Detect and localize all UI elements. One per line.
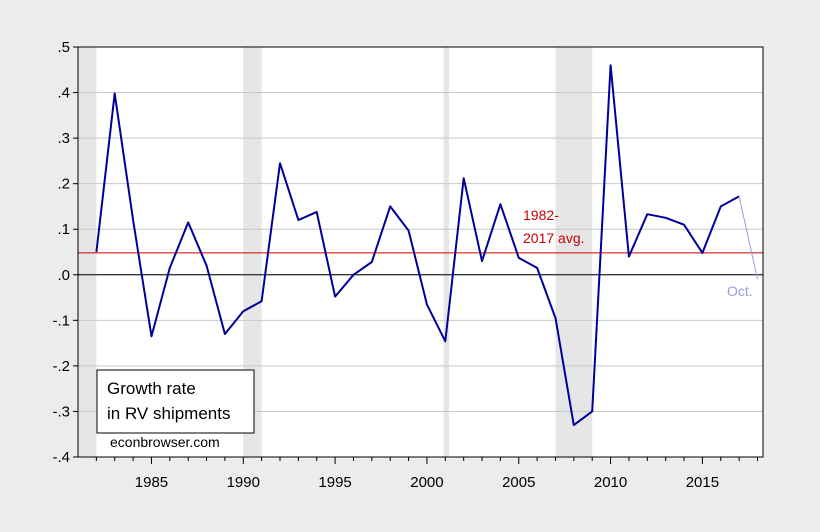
series-line-0: [95, 64, 740, 427]
recession-band-2: [443, 47, 449, 457]
x-tick-label-0: 1985: [135, 474, 168, 491]
x-tick-label-2: 1995: [318, 474, 351, 491]
y-axis-ticks: -.4 -.3 -.2 -.1 .0 .1 .2 .3 .4 .5: [52, 39, 78, 466]
legend-box: Growth rate in RV shipments: [96, 369, 255, 434]
avg-annotation-line1: 1982-: [523, 207, 559, 223]
series-lines: [95, 64, 758, 427]
y-tick-label-7: .3: [57, 130, 70, 147]
plot-frame: [77, 46, 764, 458]
recession-band-1: [243, 47, 262, 457]
x-tick-label-4: 2005: [502, 474, 535, 491]
y-tick-label-1: -.3: [52, 403, 70, 420]
x-tick-label-3: 2000: [410, 474, 443, 491]
y-tick-label-4: .0: [57, 267, 70, 284]
x-axis-ticks: 1985 1990 1995 2000 2005 2010 2015: [95, 457, 758, 491]
y-tick-label-3: -.1: [52, 312, 70, 329]
legend-line1: Growth rate: [107, 379, 196, 398]
series-line-1: [738, 196, 758, 280]
recession-band-3: [555, 47, 593, 457]
oct-annotation: Oct.: [727, 283, 753, 299]
recession-band-0: [78, 47, 97, 457]
y-tick-label-2: -.2: [52, 358, 70, 375]
credit-label: econbrowser.com: [110, 434, 220, 450]
x-tick-label-1: 1990: [227, 474, 260, 491]
legend-line2: in RV shipments: [107, 404, 230, 423]
avg-annotation-line2: 2017 avg.: [523, 230, 585, 246]
x-tick-label-6: 2015: [686, 474, 719, 491]
y-tick-label-0: -.4: [52, 449, 70, 466]
x-tick-label-5: 2010: [594, 474, 627, 491]
recession-shading: [78, 47, 593, 457]
y-tick-label-6: .2: [57, 176, 70, 193]
y-tick-label-8: .4: [57, 85, 70, 102]
y-tick-label-5: .1: [57, 221, 70, 238]
y-tick-label-9: .5: [57, 39, 70, 56]
